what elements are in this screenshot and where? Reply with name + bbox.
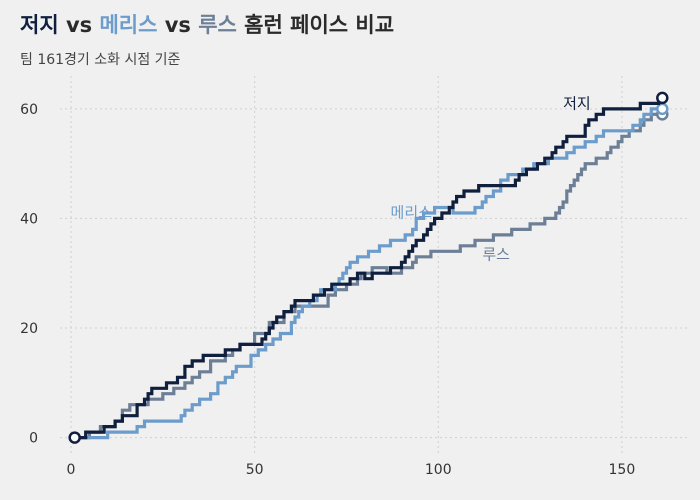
y-tick-label: 0 bbox=[29, 431, 38, 447]
label-layer: 루스 메리스 저지 bbox=[391, 94, 591, 263]
y-tick-label: 20 bbox=[20, 321, 38, 337]
axis-layer: 0 20 40 60 0 50 100 150 bbox=[20, 102, 635, 478]
series-label-ruth: 루스 bbox=[482, 246, 510, 264]
series-line-ruth bbox=[74, 112, 663, 440]
chart-subtitle: 팀 161경기 소화 시점 기준 bbox=[20, 52, 181, 68]
x-tick-label: 150 bbox=[609, 462, 636, 478]
title-vs-1: vs bbox=[59, 13, 100, 37]
chart-title: 저지 vs 메리스 vs 루스 홈런 페이스 비교 bbox=[20, 13, 394, 37]
x-tick-label: 50 bbox=[246, 462, 264, 478]
series-end-marker-judge bbox=[656, 91, 669, 105]
title-rest: 홈런 페이스 비교 bbox=[237, 13, 394, 37]
title-maris: 메리스 bbox=[99, 13, 157, 37]
y-tick-label: 60 bbox=[20, 102, 38, 118]
x-tick-label: 0 bbox=[67, 462, 76, 478]
series-end-marker-maris bbox=[656, 102, 669, 116]
grid-layer bbox=[60, 76, 688, 454]
series-layer bbox=[68, 91, 669, 444]
series-line-judge bbox=[74, 96, 663, 440]
series-label-maris: 메리스 bbox=[391, 203, 433, 221]
series-label-judge: 저지 bbox=[563, 94, 591, 112]
series-start-marker bbox=[68, 431, 81, 444]
title-judge: 저지 bbox=[20, 13, 59, 37]
x-tick-label: 100 bbox=[425, 462, 452, 478]
title-ruth: 루스 bbox=[198, 13, 237, 37]
y-tick-label: 40 bbox=[20, 211, 38, 227]
title-vs-2: vs bbox=[157, 13, 198, 37]
